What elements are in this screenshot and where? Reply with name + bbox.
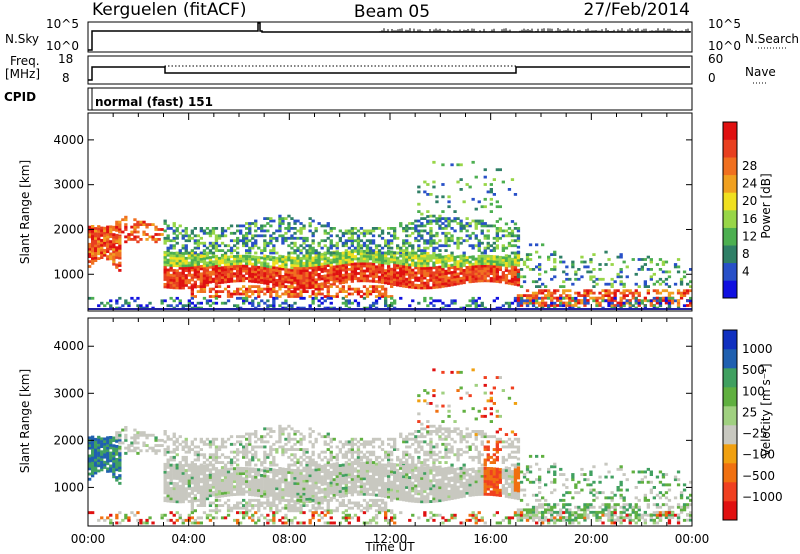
power-x-ticks xyxy=(87,113,693,311)
velocity-colorbar-label: Velocity [m s⁻¹] xyxy=(759,363,773,456)
power-heatmap xyxy=(88,160,693,310)
colorbar-swatch xyxy=(723,387,737,407)
velocity-x-axis: 00:00 04:00 08:00 12:00 16:00 20:00 00:00 xyxy=(71,318,710,546)
cpid-value: normal (fast) 151 xyxy=(95,95,213,109)
colorbar-tick-label: −500 xyxy=(742,469,775,483)
beam-title: Beam 05 xyxy=(354,2,430,22)
y-tick-label: 4000 xyxy=(53,133,84,147)
date-title: 27/Feb/2014 xyxy=(584,0,690,20)
nsky-noise-spikes xyxy=(379,28,689,32)
nave-tick-top: 60 xyxy=(708,52,723,66)
colorbar-swatch xyxy=(723,444,737,464)
colorbar-tick-label: 100 xyxy=(742,384,765,398)
colorbar-swatch xyxy=(723,174,737,193)
colorbar-tick-label: 16 xyxy=(742,212,757,226)
colorbar-swatch xyxy=(723,406,737,426)
colorbar-tick-label: 8 xyxy=(742,247,750,261)
colorbar-swatch xyxy=(723,463,737,483)
colorbar-tick-label: 500 xyxy=(742,363,765,377)
colorbar-swatch xyxy=(723,280,737,299)
nsky-trace xyxy=(88,22,691,51)
velocity-y-axis: 1000 2000 3000 4000 xyxy=(53,339,692,494)
freq-label-2: [MHz] xyxy=(5,67,40,81)
colorbar-swatch xyxy=(723,368,737,388)
y-tick-label: 2000 xyxy=(53,222,84,236)
x-tick-label: 04:00 xyxy=(171,532,206,546)
y-tick-label: 2000 xyxy=(53,433,84,447)
colorbar-tick-label: 4 xyxy=(742,265,750,279)
colorbar-tick-label: 1000 xyxy=(742,342,773,356)
power-colorbar-label: Power [dB] xyxy=(759,173,773,238)
x-tick-label: 00:00 xyxy=(71,532,106,546)
power-y-axis: 1000 2000 3000 4000 xyxy=(53,133,692,281)
x-tick-label: 20:00 xyxy=(574,532,609,546)
colorbar-tick-label: 12 xyxy=(742,229,757,243)
colorbar-tick-label: −1000 xyxy=(742,490,783,504)
colorbar-swatch xyxy=(723,139,737,158)
nsky-panel-frame xyxy=(87,21,693,53)
nsearch-tick-bottom: 10^0 xyxy=(708,39,741,53)
colorbar-swatch xyxy=(723,330,737,350)
nsearch-label: N.Search xyxy=(745,32,799,46)
cpid-label: CPID xyxy=(4,90,36,104)
colorbar-tick-label: −25 xyxy=(742,427,767,441)
freq-label-1: Freq. xyxy=(10,54,40,68)
y-tick-label: 1000 xyxy=(53,480,84,494)
x-tick-label: 00:00 xyxy=(675,532,710,546)
freq-panel-frame xyxy=(87,55,693,85)
cpid-panel-frame xyxy=(87,87,693,111)
freq-trace xyxy=(88,66,690,81)
x-tick-label: 08:00 xyxy=(272,532,307,546)
nsky-tick-bottom: 10^0 xyxy=(46,39,79,53)
nsky-tick-top: 10^5 xyxy=(46,17,79,31)
velocity-heatmap xyxy=(88,368,693,525)
nave-label: Nave xyxy=(745,65,776,79)
nsearch-tick-top: 10^5 xyxy=(708,17,741,31)
velocity-colorbar: 1000 500 100 25 −25 −100 −500 −1000 xyxy=(722,329,783,521)
colorbar-swatch xyxy=(723,245,737,264)
colorbar-swatch xyxy=(723,227,737,246)
colorbar-swatch xyxy=(723,192,737,211)
colorbar-tick-label: 25 xyxy=(742,405,757,419)
freq-tick-top: 18 xyxy=(58,52,73,66)
station-title: Kerguelen (fitACF) xyxy=(92,0,246,20)
freq-tick-bottom: 8 xyxy=(62,71,70,85)
y-tick-label: 3000 xyxy=(53,178,84,192)
power-colorbar: 4 8 12 16 20 24 28 xyxy=(722,121,757,299)
y-tick-label: 3000 xyxy=(53,386,84,400)
x-axis-label: Time UT xyxy=(364,540,415,554)
power-ylabel: Slant Range [km] xyxy=(18,160,32,264)
nave-trace xyxy=(92,65,690,68)
nsky-label: N.Sky xyxy=(5,32,39,46)
colorbar-tick-label: 20 xyxy=(742,194,757,208)
colorbar-swatch xyxy=(723,349,737,369)
colorbar-swatch xyxy=(723,425,737,445)
colorbar-tick-label: −100 xyxy=(742,448,775,462)
y-tick-label: 4000 xyxy=(53,339,84,353)
colorbar-tick-label: 28 xyxy=(742,159,757,173)
velocity-ylabel: Slant Range [km] xyxy=(18,369,32,473)
colorbar-swatch xyxy=(723,262,737,281)
colorbar-swatch xyxy=(723,482,737,502)
colorbar-tick-label: 24 xyxy=(742,177,757,191)
colorbar-swatch xyxy=(723,122,737,140)
colorbar-swatch xyxy=(723,157,737,176)
nave-tick-bottom: 0 xyxy=(708,71,716,85)
y-tick-label: 1000 xyxy=(53,267,84,281)
colorbar-swatch xyxy=(723,501,737,521)
x-tick-label: 16:00 xyxy=(473,532,508,546)
x-tick-label: 12:00 xyxy=(373,532,408,546)
colorbar-swatch xyxy=(723,210,737,228)
